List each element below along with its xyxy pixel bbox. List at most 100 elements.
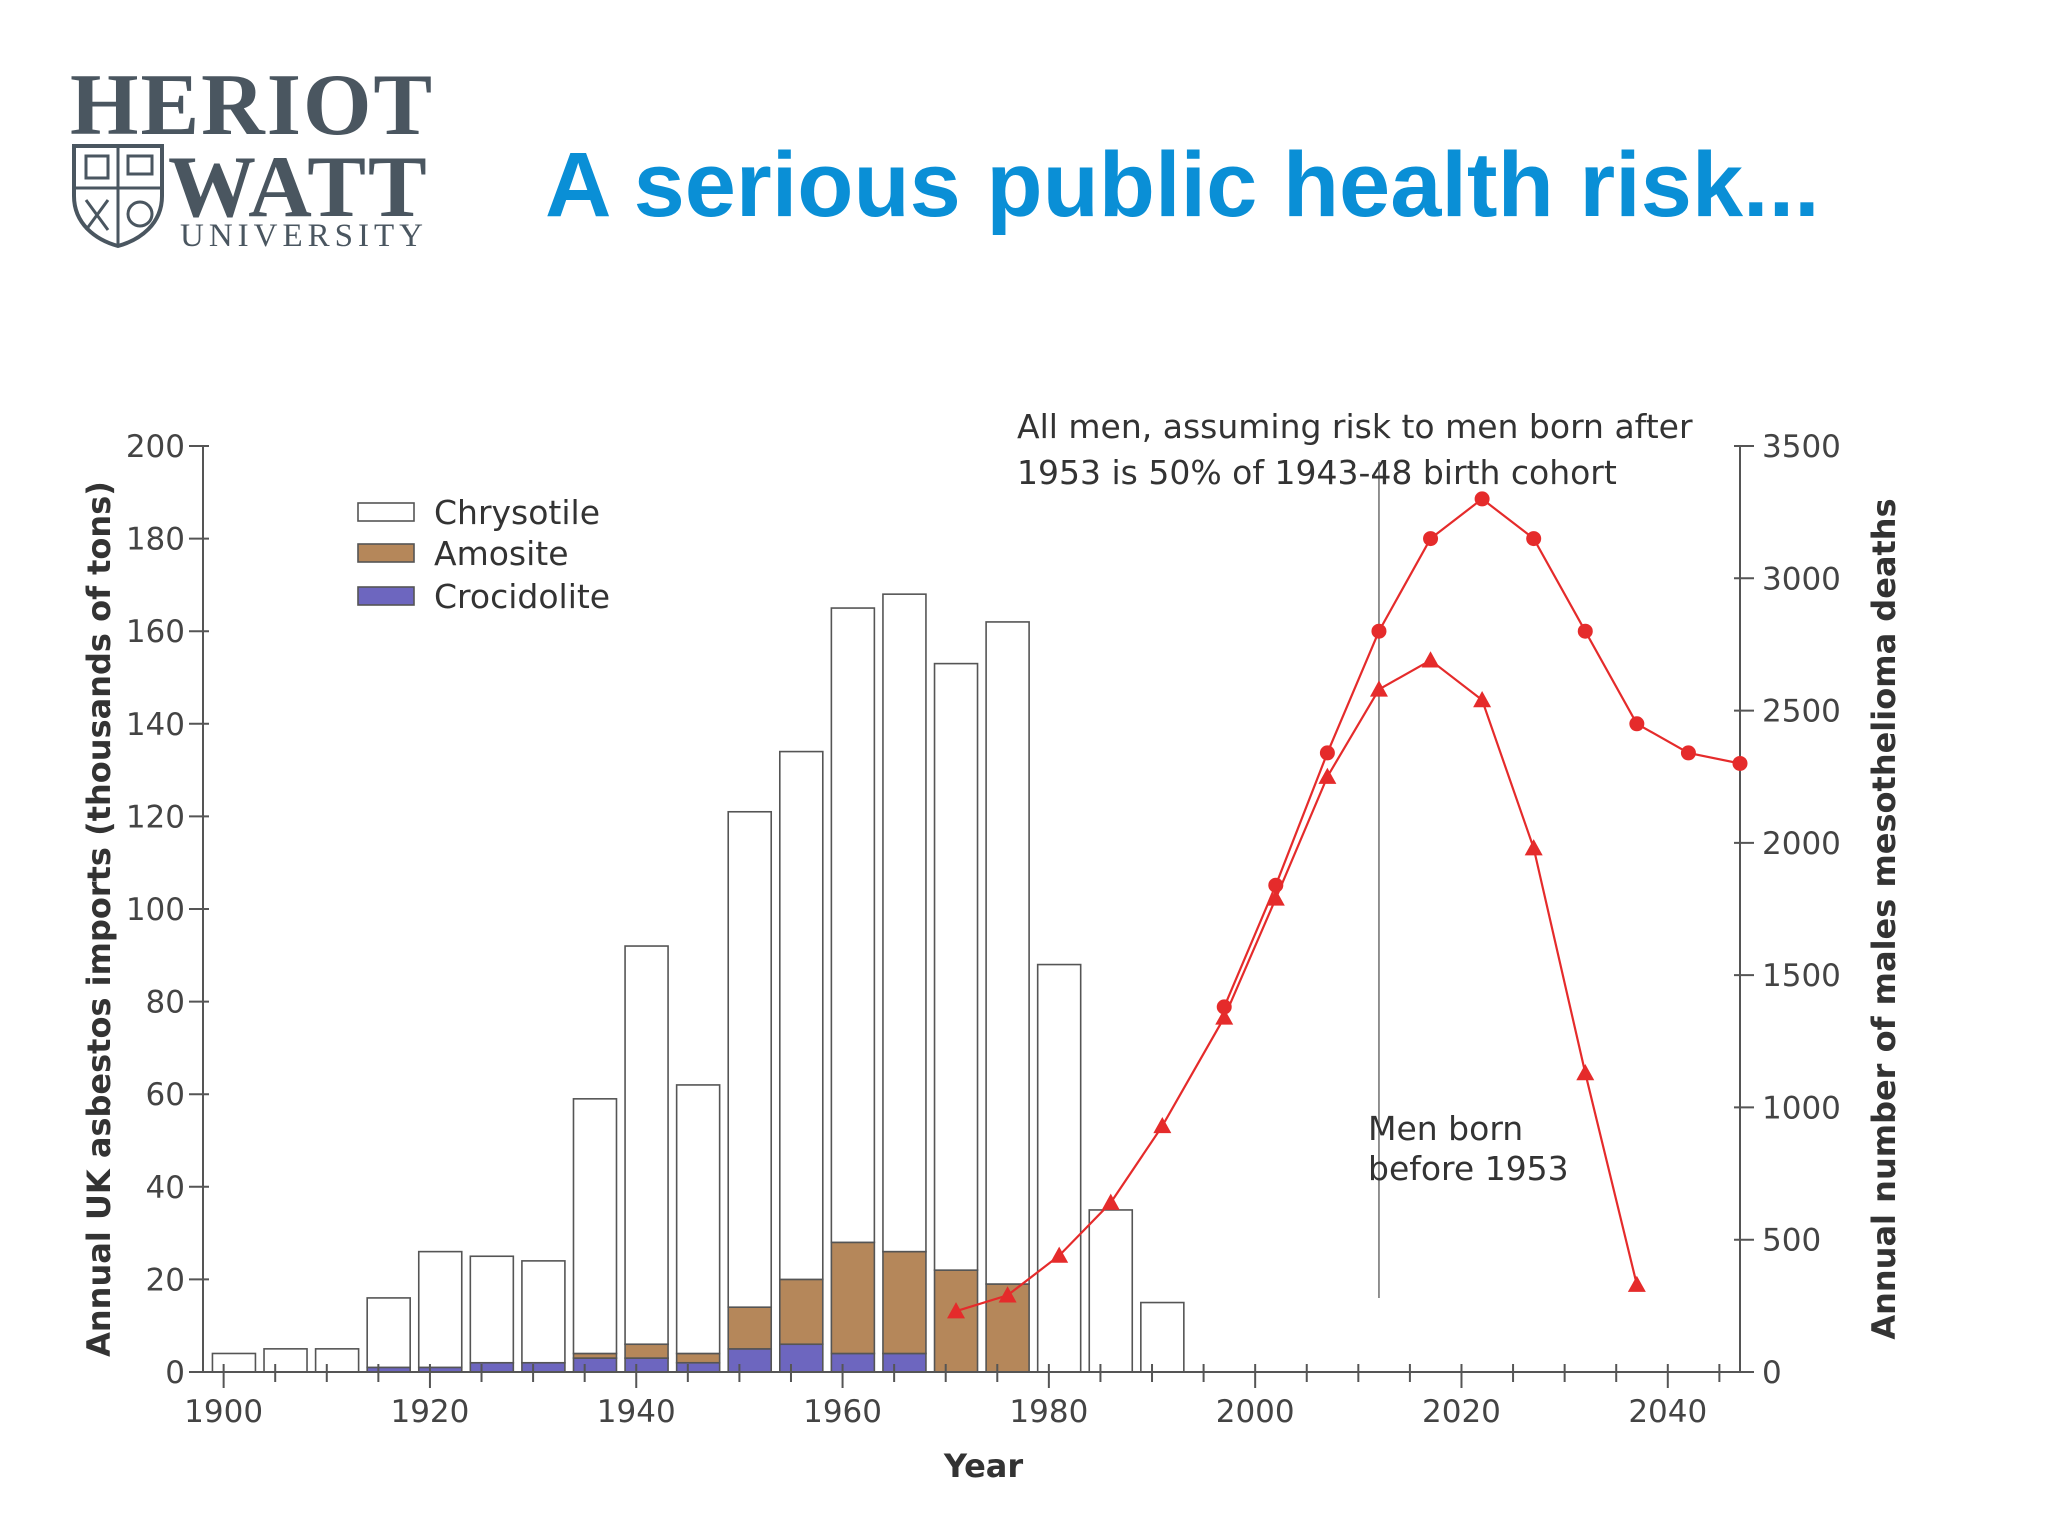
x-tick-label-1920: 1920 (390, 1394, 469, 1430)
legend-label-amosite: Amosite (434, 534, 569, 573)
point-circle-2022 (1474, 491, 1490, 507)
bar-crocidolite-1931 (521, 1361, 566, 1373)
bar-chrysotile-1961 (830, 607, 876, 1244)
x-tick-label-1960: 1960 (803, 1394, 882, 1430)
bar-crocidolite-1946 (675, 1361, 721, 1373)
right-tick-label-1000: 1000 (1762, 1090, 1841, 1126)
left-tick-label-120: 120 (126, 799, 185, 835)
bar-chrysotile-1941 (624, 945, 669, 1346)
legend-label-crocidolite: Crocidolite (434, 577, 610, 616)
left-tick-label-40: 40 (146, 1170, 185, 1206)
left-axis-title: Annual UK asbestos imports (thousands of… (80, 481, 118, 1357)
annotation-men-born-line2: before 1953 (1368, 1149, 1569, 1188)
point-circle-2032 (1577, 623, 1593, 639)
x-tick-label-2020: 2020 (1422, 1394, 1501, 1430)
lines-layer (947, 491, 1748, 1319)
x-tick-label-1980: 1980 (1009, 1394, 1088, 1430)
point-circle-2017 (1423, 531, 1439, 547)
bar-chrysotile-1911 (314, 1348, 360, 1373)
bar-chrysotile-1966 (882, 593, 927, 1253)
point-triangle-1981 (1050, 1246, 1069, 1263)
point-triangle-1971 (947, 1302, 966, 1319)
left-tick-label-0: 0 (165, 1355, 185, 1391)
right-axis-title: Annual number of males mesothelioma deat… (1865, 498, 1903, 1339)
axes-layer (189, 445, 1754, 1388)
right-tick-label-0: 0 (1762, 1355, 1782, 1391)
bar-crocidolite-1926 (469, 1361, 515, 1373)
right-tick-label-3000: 3000 (1762, 561, 1841, 597)
point-circle-2037 (1629, 716, 1645, 732)
bar-crocidolite-1951 (727, 1348, 773, 1373)
bar-chrysotile-1986 (1088, 1209, 1134, 1373)
logo-watt: WATT (168, 139, 429, 236)
slide-title: A serious public health risk... (545, 134, 1820, 236)
right-tick-label-500: 500 (1762, 1223, 1821, 1259)
bar-amosite-1971 (933, 1269, 979, 1373)
legend-label-chrysotile: Chrysotile (434, 493, 600, 532)
university-logo: HERIOT WATT UNIVERSITY (70, 62, 440, 262)
bar-chrysotile-1946 (675, 1084, 721, 1355)
bar-chrysotile-1951 (727, 810, 773, 1308)
point-triangle-2017 (1421, 651, 1440, 668)
point-circle-2047 (1732, 755, 1748, 771)
point-circle-2027 (1526, 531, 1542, 547)
legend-swatch-amosite (357, 543, 415, 563)
left-tick-label-60: 60 (146, 1077, 185, 1113)
left-tick-label-180: 180 (126, 522, 185, 558)
legend-swatch-crocidolite (357, 586, 415, 606)
bar-amosite-1961 (830, 1241, 876, 1355)
left-tick-label-80: 80 (146, 985, 185, 1021)
logo-university: UNIVERSITY (180, 218, 428, 254)
bar-crocidolite-1961 (830, 1352, 876, 1373)
x-tick-label-1940: 1940 (597, 1394, 676, 1430)
bar-amosite-1941 (624, 1343, 669, 1359)
point-triangle-1991 (1153, 1116, 1172, 1134)
labels-layer: 0204060801001201401601802000500100015002… (80, 407, 1903, 1485)
series-line-circle (1223, 497, 1741, 1008)
right-tick-label-3500: 3500 (1762, 429, 1841, 465)
point-circle-2042 (1680, 745, 1696, 761)
bar-chrysotile-1981 (1036, 963, 1082, 1373)
bar-chrysotile-1991 (1140, 1301, 1185, 1373)
annotation-all-men-line1: All men, assuming risk to men born after (1017, 407, 1693, 446)
series-line-triangle (955, 658, 1638, 1313)
left-tick-label-200: 200 (126, 429, 185, 465)
bar-amosite-1966 (882, 1250, 927, 1355)
point-triangle-2002 (1266, 889, 1285, 906)
bar-crocidolite-1966 (882, 1352, 927, 1373)
bar-chrysotile-1921 (417, 1250, 463, 1369)
left-tick-label-160: 160 (126, 614, 185, 650)
left-tick-label-20: 20 (146, 1262, 185, 1298)
point-circle-2012 (1371, 623, 1387, 639)
bar-amosite-1956 (778, 1278, 824, 1346)
bars-layer (211, 593, 1185, 1373)
point-triangle-1997 (1215, 1008, 1234, 1025)
crest-icon (72, 144, 164, 248)
x-tick-label-2000: 2000 (1216, 1394, 1295, 1430)
right-tick-label-2000: 2000 (1762, 826, 1841, 862)
bar-chrysotile-1931 (521, 1260, 566, 1364)
bar-amosite-1951 (727, 1306, 773, 1350)
left-tick-label-140: 140 (126, 707, 185, 743)
point-triangle-1986 (1101, 1193, 1120, 1210)
point-triangle-2027 (1524, 839, 1543, 856)
bar-chrysotile-1936 (572, 1098, 618, 1355)
bar-chrysotile-1971 (933, 662, 979, 1271)
point-circle-2007 (1319, 745, 1335, 761)
bar-crocidolite-1941 (624, 1357, 669, 1373)
bar-crocidolite-1936 (572, 1357, 618, 1373)
point-triangle-2012 (1369, 680, 1388, 697)
bar-chrysotile-1976 (985, 621, 1030, 1285)
left-tick-label-100: 100 (126, 892, 185, 928)
annotation-men-born-line1: Men born (1368, 1109, 1523, 1148)
right-tick-label-1500: 1500 (1762, 958, 1841, 994)
x-axis-title: Year (943, 1447, 1024, 1485)
x-tick-label-1900: 1900 (184, 1394, 263, 1430)
bar-chrysotile-1906 (263, 1348, 308, 1373)
logo-heriot: HERIOT (70, 57, 435, 154)
x-tick-label-2040: 2040 (1628, 1394, 1707, 1430)
bar-chrysotile-1926 (469, 1255, 515, 1364)
bar-chrysotile-1956 (778, 750, 824, 1281)
bar-amosite-1946 (675, 1352, 721, 1364)
